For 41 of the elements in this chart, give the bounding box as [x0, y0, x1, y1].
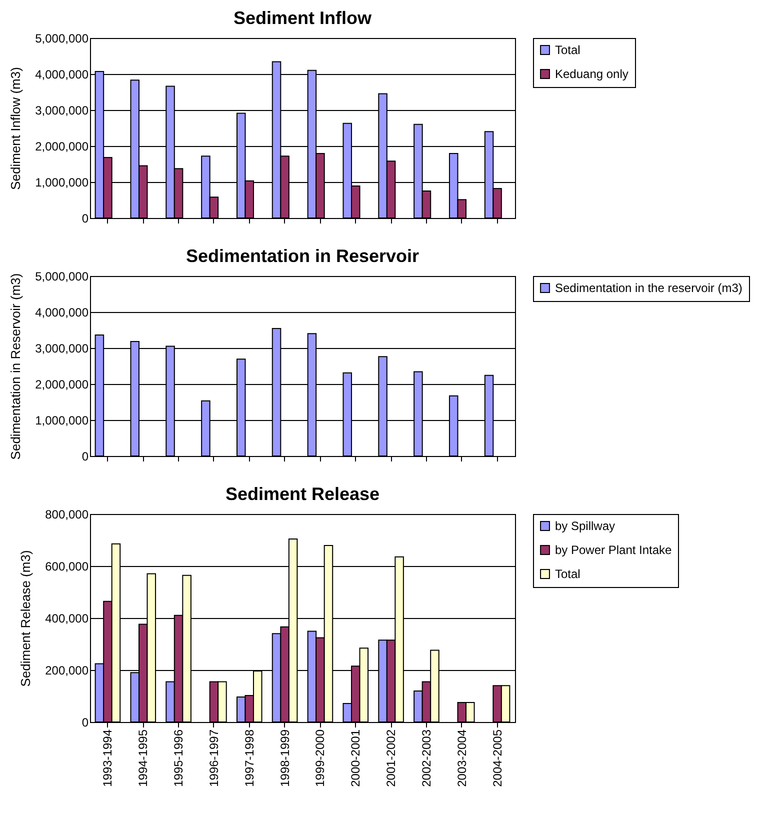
x-tick-label: 2000-2001: [348, 729, 363, 787]
y-tick-label: 0: [82, 450, 89, 464]
x-tick-label: 2002-2003: [419, 729, 434, 787]
y-tick-label: 800,000: [45, 508, 89, 522]
x-tick-label: 1994-1995: [136, 729, 150, 787]
legend-label: by Power Plant Intake: [555, 543, 672, 557]
y-tick-label: 1,000,000: [35, 414, 89, 428]
y-axis-title: Sediment Inflow (m3): [8, 67, 24, 190]
y-tick-label: 200,000: [45, 664, 89, 678]
x-tick-label: 1996-1997: [206, 729, 221, 787]
x-tick-label: 1993-1994: [100, 729, 115, 787]
y-tick-label: 600,000: [45, 560, 89, 574]
legend-label: Sedimentation in the reservoir (m3): [555, 281, 742, 295]
chart-title: Sediment Inflow: [233, 8, 372, 28]
y-tick-label: 2,000,000: [35, 378, 89, 392]
y-tick-label: 400,000: [45, 612, 89, 626]
y-tick-label: 4,000,000: [35, 306, 89, 320]
legend-label: Total: [555, 43, 580, 57]
y-tick-label: 4,000,000: [35, 68, 89, 82]
x-tick-label: 2004-2005: [490, 729, 504, 787]
y-tick-label: 2,000,000: [35, 140, 89, 154]
x-tick-label: 2003-2004: [454, 729, 469, 787]
chart-title: Sediment Release: [225, 484, 380, 504]
x-tick-label: 1998-1999: [278, 729, 292, 787]
chart-title: Sedimentation in Reservoir: [186, 246, 420, 266]
legend-label: Keduang only: [555, 67, 628, 81]
x-tick-label: 1995-1996: [172, 729, 186, 787]
y-tick-label: 5,000,000: [35, 32, 89, 46]
y-tick-label: 0: [82, 716, 89, 730]
legend-label: by Spillway: [555, 519, 616, 533]
y-tick-label: 0: [82, 212, 89, 226]
y-tick-label: 3,000,000: [35, 104, 89, 118]
y-tick-label: 3,000,000: [35, 342, 89, 356]
x-tick-label: 2001-2002: [384, 729, 398, 787]
x-tick-label: 1997-1998: [242, 729, 256, 787]
y-tick-label: 5,000,000: [35, 270, 89, 284]
y-axis-title: Sedimentation in Reservoir (m3): [8, 273, 24, 460]
y-axis-title: Sediment Release (m3): [18, 550, 34, 687]
x-tick-label: 1999-2000: [313, 729, 328, 787]
y-tick-label: 1,000,000: [35, 176, 89, 190]
legend-label: Total: [555, 567, 580, 581]
